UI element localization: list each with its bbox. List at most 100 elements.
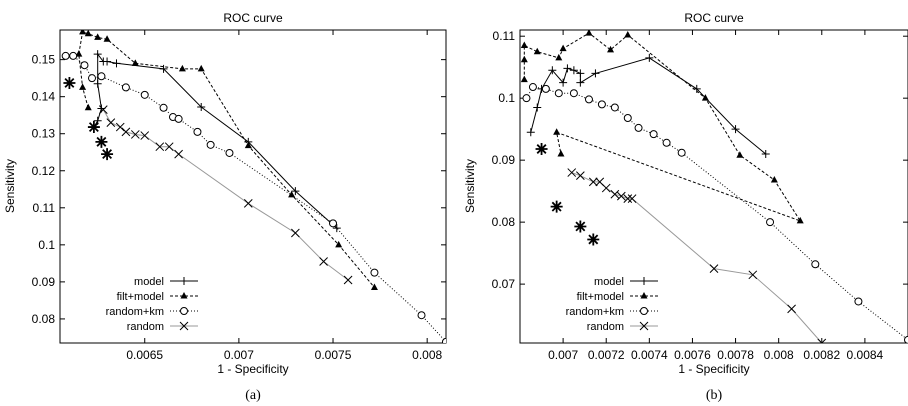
data-point-random-km [569, 89, 578, 98]
data-point-random [140, 131, 150, 140]
y-ticks-a: 0.08 0.09 0.1 0.11 0.12 0.13 0.14 0.15 [32, 53, 446, 326]
series-line-model [93, 52, 338, 229]
series-line-filt-model [78, 31, 375, 288]
y-tick-label: 0.11 [493, 29, 516, 43]
roc-panel-b: ROC curve 0.007 0.0072 0.0074 0.0076 0.0078 0… [463, 11, 908, 403]
x-tick-label: 0.0075 [315, 348, 352, 362]
data-point-random [567, 168, 577, 177]
star-marker [574, 220, 587, 233]
chart-title-a: ROC curve [223, 11, 283, 25]
x-tick-label: 0.0082 [803, 348, 840, 362]
data-point-random-km [370, 268, 379, 277]
series-random [567, 168, 827, 343]
legend-label-filt-model: filt+model [577, 291, 624, 303]
series-random-km [522, 83, 908, 343]
data-point-filt-model [197, 64, 205, 72]
data-point-random-km [584, 95, 593, 104]
star-marker [550, 200, 563, 213]
y-tick-label: 0.11 [33, 201, 56, 215]
series-model [526, 53, 770, 158]
data-point-model [526, 128, 535, 137]
y-tick-label: 0.08 [492, 215, 516, 229]
legend-marker-filt-model [640, 292, 648, 299]
data-point-model [93, 50, 102, 59]
data-point-random-km [904, 335, 908, 343]
data-point-filt-model [288, 190, 296, 198]
y-tick-label: 0.07 [492, 277, 516, 291]
data-point-model [159, 64, 168, 73]
data-point-model [591, 69, 600, 78]
data-point-random [817, 338, 827, 343]
data-point-model [559, 78, 568, 87]
x-tick-label: 0.008 [412, 348, 442, 362]
star-marker [535, 143, 548, 156]
star-markers [63, 76, 114, 161]
data-point-random-km [597, 100, 606, 109]
data-point-random-km [69, 51, 78, 60]
x-tick-label: 0.0084 [847, 348, 884, 362]
star-marker [63, 76, 76, 89]
data-point-model [576, 69, 585, 78]
y-tick-label: 0.14 [32, 90, 56, 104]
y-tick-label: 0.1 [38, 238, 55, 252]
data-point-model [548, 66, 557, 75]
series-layer-b [520, 30, 908, 343]
x-axis-label-a: 1 - Specificity [217, 362, 288, 376]
x-tick-label: 0.008 [764, 348, 794, 362]
data-point-filt-model [607, 45, 615, 53]
data-point-filt-model [84, 30, 92, 37]
y-ticks-b: 0.07 0.08 0.09 0.1 0.11 [492, 29, 908, 291]
data-point-filt-model [94, 33, 102, 40]
series-random-km [61, 51, 446, 343]
data-point-random [130, 130, 140, 139]
legend-label-filt-model: filt+model [117, 291, 164, 303]
data-point-random [748, 270, 758, 280]
y-tick-label: 0.09 [32, 275, 56, 289]
data-point-random [164, 142, 174, 152]
data-point-filt-model [84, 103, 92, 111]
data-point-filt-model [79, 30, 87, 35]
plot-frame-b [519, 29, 908, 344]
series-line-random [102, 109, 349, 281]
data-point-random-km [159, 103, 168, 112]
data-point-filt-model [559, 44, 567, 52]
legend-b: model filt+model random+km random [566, 276, 658, 333]
data-point-random-km [140, 90, 149, 99]
data-point-filt-model [796, 216, 804, 224]
data-point-random-km [610, 103, 619, 112]
legend-marker-model [180, 277, 188, 285]
legend-marker-filt-model [180, 292, 188, 299]
data-point-model [93, 79, 102, 88]
series-model [89, 50, 341, 233]
legend-label-random-km: random+km [566, 306, 624, 318]
data-point-random [610, 189, 620, 199]
data-point-filt-model [553, 128, 561, 135]
data-point-filt-model [533, 47, 541, 55]
series-filt-model [520, 30, 804, 224]
data-point-random [343, 275, 353, 285]
data-point-filt-model [701, 94, 709, 101]
data-point-random [616, 191, 626, 201]
data-point-random-km [677, 148, 686, 157]
y-axis-label-a: Sensitivity [3, 159, 17, 213]
data-point-random [106, 118, 116, 127]
data-point-random-km [417, 311, 426, 320]
x-tick-label: 0.007 [548, 348, 578, 362]
plot-frame-a [59, 29, 447, 344]
data-point-filt-model [624, 30, 632, 38]
star-marker [101, 148, 114, 161]
y-tick-label: 0.08 [32, 312, 56, 326]
data-point-random-km [97, 72, 106, 81]
legend-label-random: random [127, 321, 164, 333]
data-point-random [601, 183, 611, 193]
roc-panel-a: ROC curve 0.0065 0.007 0.0075 0.008 0.080.0… [3, 11, 447, 403]
data-point-random-km [662, 138, 671, 147]
series-line-model [530, 57, 767, 155]
y-tick-label: 0.12 [32, 164, 56, 178]
legend-label-random: random [587, 321, 624, 333]
data-point-random [787, 304, 796, 314]
data-point-random [576, 171, 585, 181]
data-point-random [155, 142, 165, 152]
x-tick-label: 0.0074 [631, 348, 668, 362]
data-point-random-km [225, 148, 234, 157]
